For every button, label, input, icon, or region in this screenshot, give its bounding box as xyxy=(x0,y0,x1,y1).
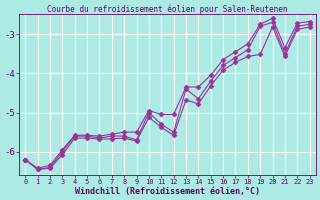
X-axis label: Windchill (Refroidissement éolien,°C): Windchill (Refroidissement éolien,°C) xyxy=(75,187,260,196)
Title: Courbe du refroidissement éolien pour Salen-Reutenen: Courbe du refroidissement éolien pour Sa… xyxy=(47,4,288,14)
